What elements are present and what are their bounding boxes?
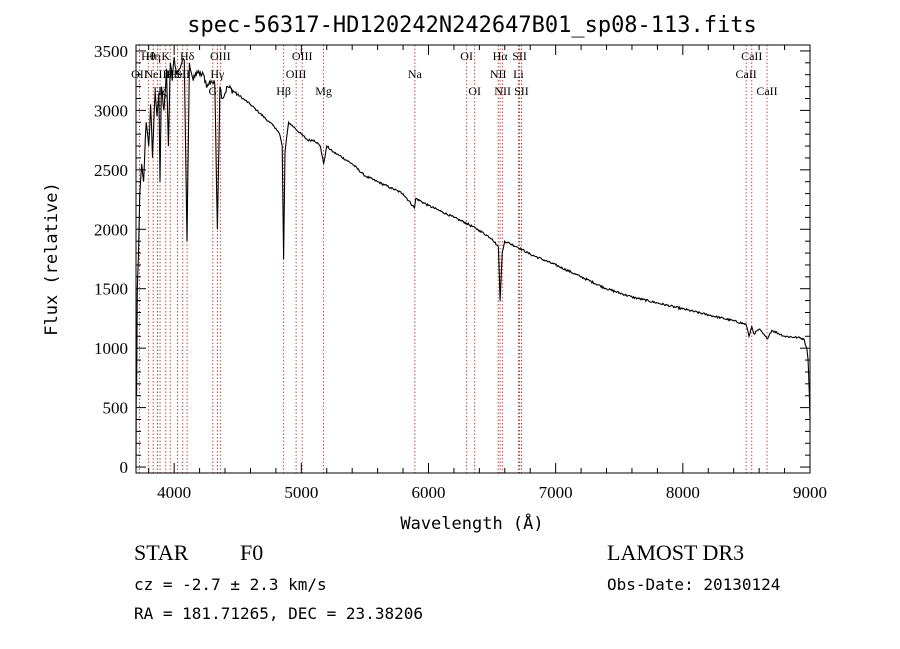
line-label-12: OIII bbox=[210, 49, 231, 63]
x-axis-label: Wavelength (Å) bbox=[400, 512, 543, 534]
x-tick-label-4: 8000 bbox=[666, 483, 700, 502]
y-tick-label-6: 3000 bbox=[94, 101, 128, 120]
line-label-5: K bbox=[161, 49, 170, 63]
line-label-27: CaII bbox=[741, 49, 762, 63]
emission-line-labels: OIIHθHηNeIIIHζKHHeISIIHδGHγOIIIHβOIIIOII… bbox=[131, 49, 778, 98]
line-label-19: OI bbox=[468, 84, 481, 98]
x-tick-label-5: 9000 bbox=[793, 483, 827, 502]
line-label-1: Hθ bbox=[141, 49, 156, 63]
line-label-23: Li bbox=[513, 67, 524, 81]
line-label-28: CaII bbox=[756, 84, 777, 98]
y-tick-label-7: 3500 bbox=[94, 42, 128, 61]
x-axis: 4000 5000 6000 7000 8000 9000 bbox=[148, 45, 827, 502]
plot-frame bbox=[135, 44, 811, 474]
x-tick-label-0: 4000 bbox=[157, 483, 191, 502]
flux-series-line bbox=[135, 56, 811, 468]
y-tick-label-0: 0 bbox=[120, 458, 129, 477]
x-tick-label-1: 5000 bbox=[284, 483, 318, 502]
line-label-3: NeIII bbox=[144, 67, 170, 81]
line-label-25: SII bbox=[514, 84, 529, 98]
object-class: STAR bbox=[134, 540, 189, 565]
line-label-10: G bbox=[208, 84, 217, 98]
line-label-4: Hζ bbox=[153, 84, 167, 98]
line-label-17: Na bbox=[408, 67, 423, 81]
line-label-8: SII bbox=[175, 67, 190, 81]
x-tick-label-3: 7000 bbox=[539, 483, 573, 502]
line-label-0: OII bbox=[131, 67, 148, 81]
chart-title: spec-56317-HD120242N242647B01_sp08-113.f… bbox=[187, 13, 757, 38]
obs-date: Obs-Date: 20130124 bbox=[607, 575, 781, 594]
line-label-21: Hα bbox=[493, 49, 509, 63]
y-tick-label-5: 2500 bbox=[94, 161, 128, 180]
y-tick-label-1: 500 bbox=[103, 399, 129, 418]
line-label-13: Hβ bbox=[276, 84, 291, 98]
y-axis-label: Flux (relative) bbox=[42, 182, 62, 336]
redshift-text: cz = -2.7 ± 2.3 km/s bbox=[134, 575, 327, 594]
y-tick-label-3: 1500 bbox=[94, 280, 128, 299]
line-label-16: Mg bbox=[315, 84, 332, 98]
line-label-24: SII bbox=[512, 49, 527, 63]
line-label-2: Hη bbox=[146, 49, 161, 63]
spectral-subclass: F0 bbox=[240, 540, 264, 565]
y-axis: 0 500 1000 1500 2000 2500 3000 3500 bbox=[94, 42, 810, 477]
emission-line-markers bbox=[138, 45, 768, 473]
survey-name: LAMOST DR3 bbox=[607, 540, 745, 565]
line-label-15: OIII bbox=[292, 49, 313, 63]
line-label-11: Hγ bbox=[210, 67, 225, 81]
y-tick-label-4: 2000 bbox=[94, 220, 128, 239]
coordinates: RA = 181.71265, DEC = 23.38206 bbox=[134, 604, 423, 623]
line-label-26: CaII bbox=[735, 67, 756, 81]
x-tick-label-2: 6000 bbox=[411, 483, 445, 502]
line-label-18: OI bbox=[460, 49, 473, 63]
line-label-22: NII bbox=[494, 84, 511, 98]
y-tick-label-2: 1000 bbox=[94, 339, 128, 358]
line-label-20: NII bbox=[490, 67, 507, 81]
line-label-14: OIII bbox=[286, 67, 307, 81]
